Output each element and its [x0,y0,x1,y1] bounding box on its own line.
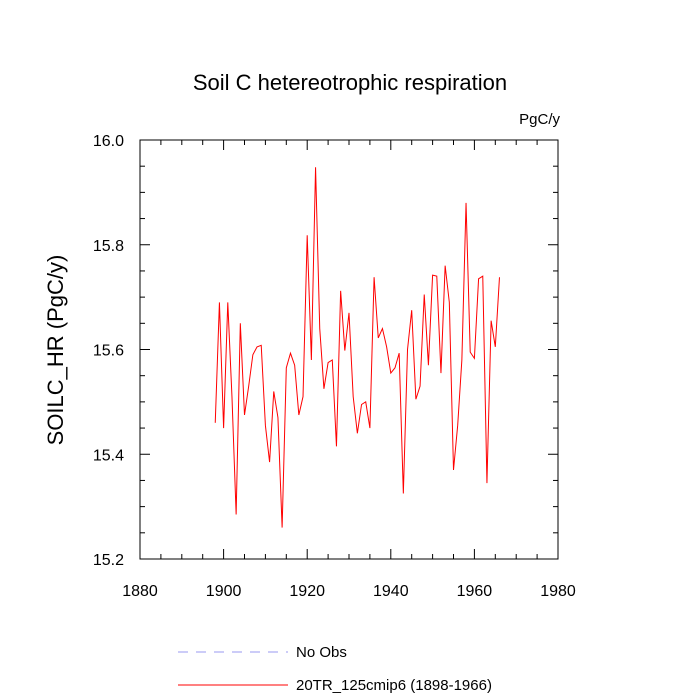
legend-label-20tr: 20TR_125cmip6 (1898-1966) [296,677,492,694]
series-line-0 [214,167,500,528]
x-tick-label: 1920 [289,583,325,600]
y-tick-label: 15.6 [93,343,124,360]
legend-label-no-obs: No Obs [296,644,347,661]
x-tick-label: 1980 [540,583,576,600]
x-tick-label: 1900 [206,583,242,600]
series-lines [214,167,500,528]
units-label: PgC/y [519,111,560,128]
y-tick-label: 15.8 [93,238,124,255]
x-tick-label: 1880 [122,583,158,600]
y-tick-label: 16.0 [93,133,124,150]
y-tick-label: 15.2 [93,552,124,569]
axis-ticks [139,139,559,560]
x-tick-label: 1960 [457,583,493,600]
x-tick-label: 1940 [373,583,409,600]
chart-title: Soil C hetereotrophic respiration [193,70,507,95]
axis-tick-labels: 1880 1900 1920 1940 1960 1980 15.2 15.4 15.6 15.8… [93,133,576,600]
y-tick-label: 15.4 [93,447,124,464]
plot-frame [139,139,559,560]
legend: No Obs 20TR_125cmip6 (1898-1966) [178,644,492,694]
y-axis-label: SOILC_HR (PgC/y) [43,255,68,446]
